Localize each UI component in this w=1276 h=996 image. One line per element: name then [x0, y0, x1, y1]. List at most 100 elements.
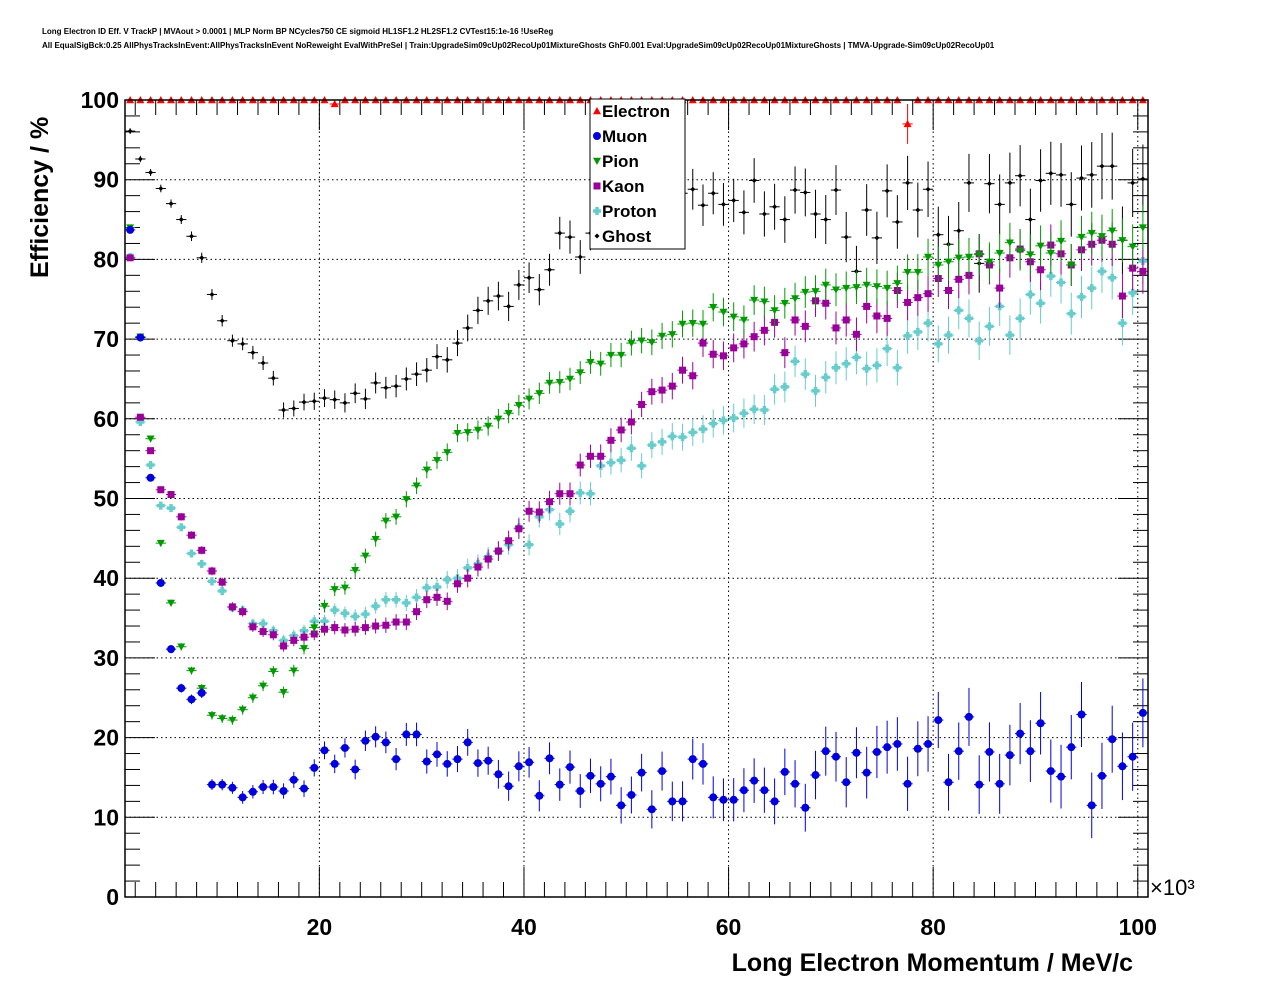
- data-point-pion: [279, 688, 288, 697]
- data-point-proton: [156, 501, 165, 510]
- data-point-muon: [576, 786, 585, 795]
- data-point-kaon: [228, 603, 236, 611]
- data-point-muon: [709, 793, 718, 802]
- data-point-kaon: [658, 386, 666, 394]
- data-point-pion: [371, 535, 380, 544]
- data-point-muon: [627, 790, 636, 799]
- data-point-proton: [934, 339, 943, 348]
- data-point-proton: [207, 577, 216, 586]
- data-point-kaon: [638, 400, 646, 408]
- data-point-kaon: [556, 490, 564, 498]
- data-point-proton: [964, 314, 973, 323]
- data-point-kaon: [413, 608, 421, 616]
- data-point-pion: [586, 359, 595, 367]
- data-point-pion: [320, 602, 329, 611]
- data-point-ghost: [557, 230, 563, 236]
- data-point-pion: [238, 706, 247, 714]
- data-point-muon: [514, 762, 523, 771]
- data-point-muon: [1097, 771, 1106, 780]
- data-point-kaon: [402, 618, 410, 626]
- data-point-muon: [320, 746, 329, 755]
- data-point-ghost: [874, 235, 880, 241]
- data-point-muon: [207, 780, 216, 789]
- data-point-pion: [985, 258, 994, 266]
- series-proton: [125, 238, 1148, 647]
- data-point-kaon: [689, 372, 697, 380]
- data-point-muon: [770, 797, 779, 806]
- data-point-proton: [1005, 331, 1014, 340]
- data-point-muon: [1108, 735, 1117, 744]
- data-point-ghost: [833, 187, 839, 193]
- data-point-proton: [443, 575, 452, 584]
- data-point-proton: [719, 416, 728, 425]
- data-point-proton: [739, 409, 748, 418]
- data-point-pion: [504, 410, 513, 418]
- x-tick-label: 100: [1119, 914, 1157, 940]
- data-point-pion: [791, 295, 800, 303]
- data-point-proton: [1118, 319, 1127, 328]
- data-point-ghost: [332, 397, 338, 403]
- data-point-pion: [903, 268, 912, 277]
- data-point-proton: [791, 357, 800, 366]
- data-point-muon: [1046, 767, 1055, 776]
- x-axis-title: Long Electron Momentum / MeV/c: [732, 949, 1134, 977]
- data-point-pion: [1138, 224, 1147, 232]
- data-point-ghost: [925, 186, 931, 192]
- data-point-muon: [146, 473, 155, 482]
- data-point-muon: [985, 747, 994, 756]
- data-point-kaon: [535, 508, 543, 516]
- data-point-proton: [985, 322, 994, 331]
- data-point-muon: [801, 803, 810, 812]
- data-point-ghost: [188, 233, 194, 239]
- data-point-kaon: [259, 628, 267, 636]
- y-tick-label: 70: [93, 326, 119, 352]
- data-point-kaon: [382, 621, 390, 629]
- data-point-proton: [422, 583, 431, 592]
- data-point-kaon: [187, 531, 195, 539]
- data-point-kaon: [760, 326, 768, 334]
- data-point-muon: [852, 748, 861, 757]
- data-point-muon: [924, 739, 933, 748]
- data-point-pion: [627, 339, 636, 348]
- data-point-muon: [658, 767, 667, 776]
- data-point-pion: [566, 375, 575, 383]
- data-point-ghost: [311, 398, 317, 404]
- data-point-muon: [392, 755, 401, 764]
- data-point-ghost: [465, 325, 471, 331]
- data-point-proton: [913, 327, 922, 336]
- data-point-kaon: [198, 546, 206, 554]
- data-point-muon: [238, 793, 247, 802]
- data-point-electron: [903, 119, 912, 128]
- data-point-proton: [688, 428, 697, 437]
- data-point-ghost: [403, 376, 409, 382]
- data-point-ghost: [475, 307, 481, 313]
- data-point-kaon: [546, 498, 554, 506]
- data-point-proton: [606, 458, 615, 467]
- y-axis-title: Efficiency / %: [26, 117, 54, 278]
- data-point-muon: [750, 776, 759, 785]
- legend-label-electron: Electron: [602, 102, 670, 121]
- data-point-pion: [821, 281, 830, 289]
- data-point-ghost: [1140, 176, 1146, 182]
- y-tick-label: 30: [93, 645, 119, 671]
- data-point-kaon: [842, 316, 850, 324]
- data-point-muon: [1138, 708, 1147, 717]
- data-point-pion: [1118, 237, 1127, 245]
- data-point-muon: [1026, 747, 1035, 756]
- data-point-kaon: [484, 555, 492, 563]
- data-point-ghost: [710, 190, 716, 196]
- data-point-ghost: [229, 338, 235, 344]
- data-point-muon: [248, 787, 257, 796]
- data-point-pion: [361, 552, 370, 560]
- axis-ticks: [125, 99, 1148, 898]
- data-point-muon: [760, 786, 769, 795]
- data-point-kaon: [627, 418, 635, 426]
- data-point-ghost: [843, 234, 849, 240]
- data-point-kaon: [525, 507, 533, 515]
- data-point-muon: [484, 756, 493, 765]
- data-point-muon: [300, 784, 309, 793]
- data-point-kaon: [904, 298, 912, 306]
- data-point-muon: [187, 695, 196, 704]
- data-point-ghost: [158, 185, 164, 191]
